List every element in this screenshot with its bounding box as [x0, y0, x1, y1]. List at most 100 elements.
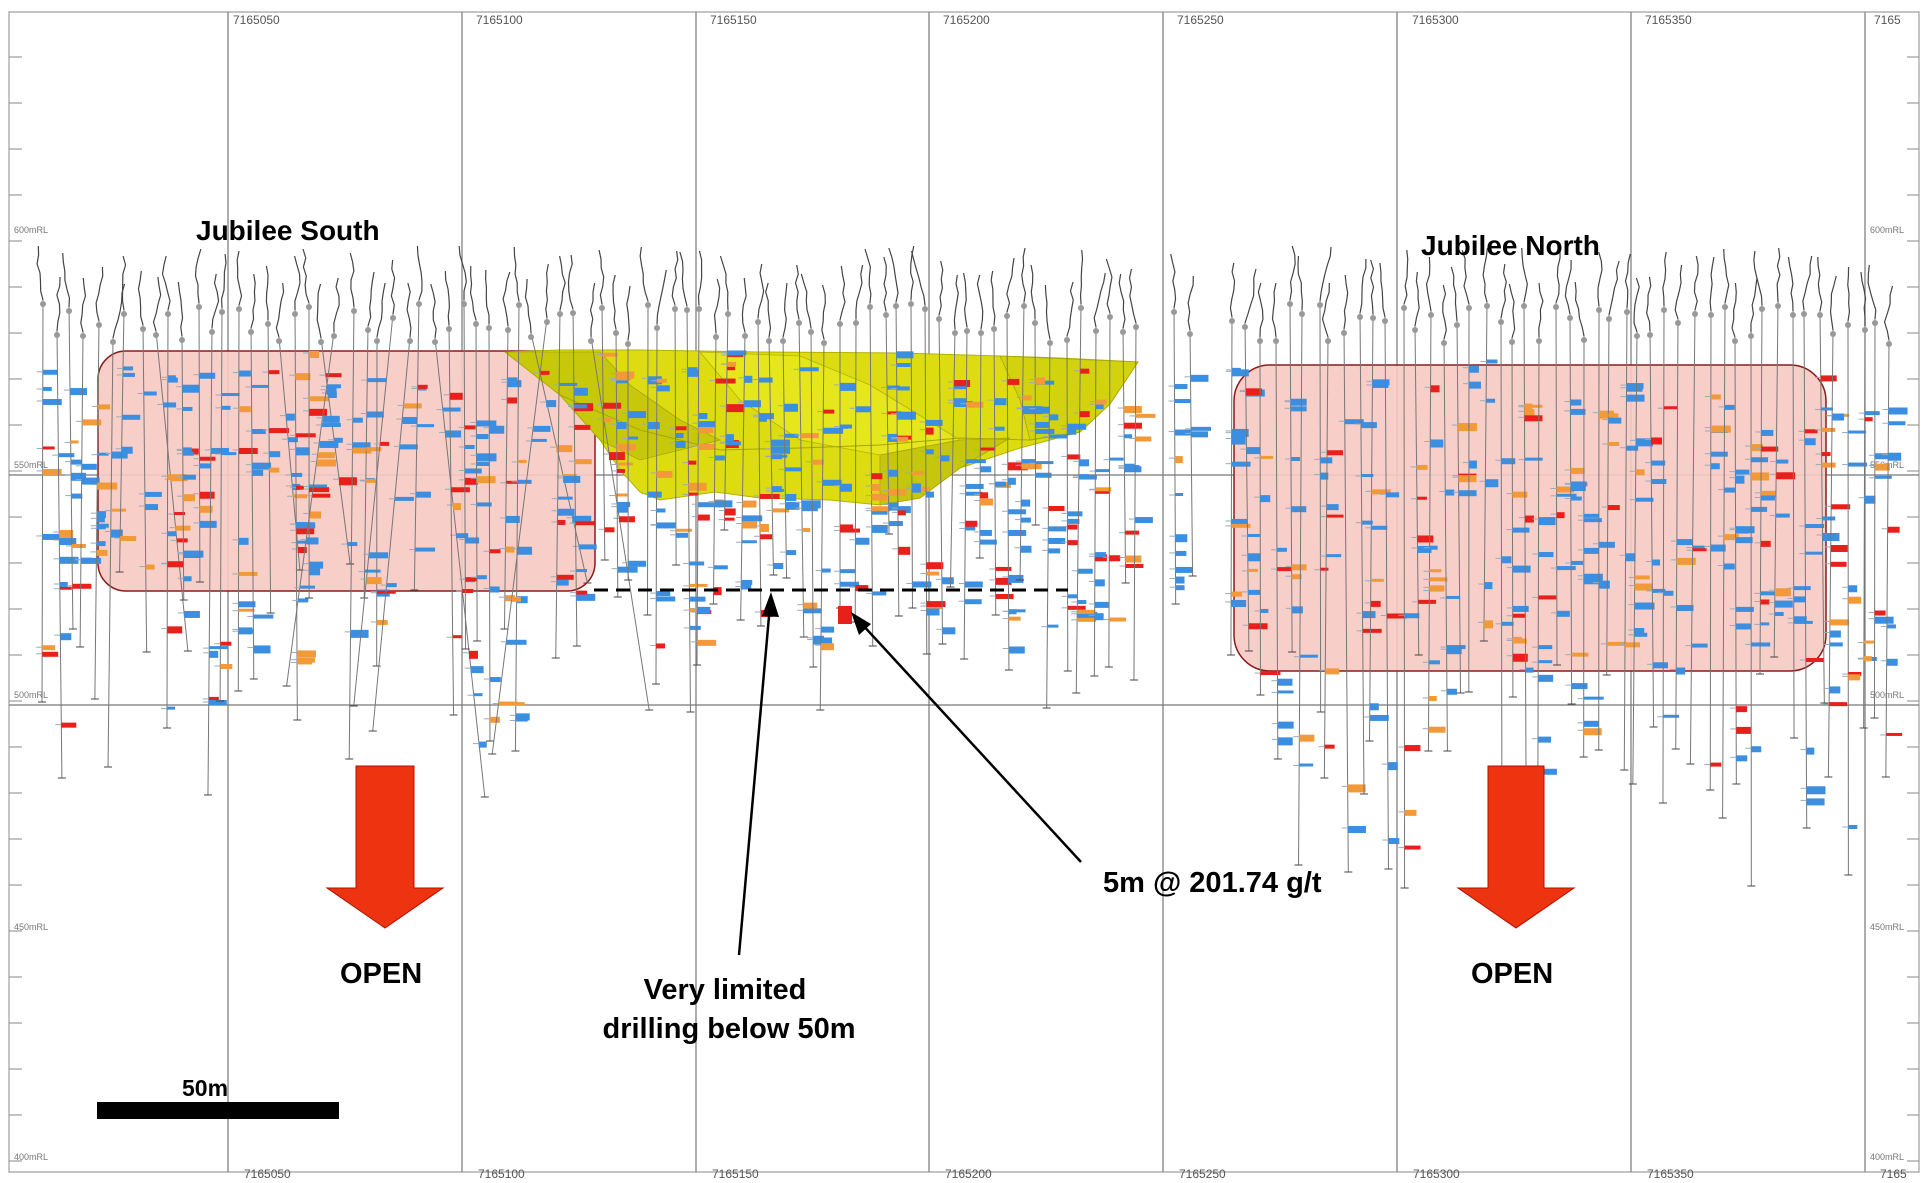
- drill-hole: [469, 265, 497, 642]
- drill-hole: [1338, 274, 1366, 873]
- drill-hole: [1041, 284, 1068, 709]
- open-arrow-south: [325, 765, 445, 929]
- drill-hole: [888, 247, 916, 617]
- drill-hole: [1867, 264, 1894, 719]
- drill-hole: [1685, 255, 1708, 765]
- easting-label: 7165250: [1177, 13, 1224, 27]
- drill-hole: [214, 253, 240, 702]
- drill-hole: [1478, 247, 1499, 642]
- callout-intercept: 5m @ 201.74 g/t: [1103, 867, 1322, 899]
- drill-hole: [368, 282, 422, 732]
- drill-hole: [202, 273, 229, 796]
- drill-hole: [764, 282, 791, 576]
- drill-hole: [1379, 262, 1407, 870]
- drill-hole: [814, 284, 844, 711]
- scale-bar-label: 50m: [182, 1075, 228, 1101]
- drill-hole: [1592, 251, 1615, 751]
- drill-hole: [488, 263, 551, 755]
- drill-hole: [1550, 249, 1577, 666]
- drill-hole: [864, 248, 891, 647]
- scale-bar: [97, 1102, 339, 1119]
- rl-labels: 600mRL 550mRL 500mRL 450mRL 400mRL 600mR…: [14, 225, 1904, 1162]
- drill-hole: [1506, 283, 1531, 698]
- drill-hole: [1729, 282, 1755, 785]
- drill-hole: [800, 273, 833, 668]
- drill-hole: [1061, 281, 1087, 672]
- drill-hole: [1410, 271, 1437, 656]
- drill-hole: [62, 252, 92, 630]
- drill-hole: [1318, 282, 1344, 779]
- drill-hole: [1314, 246, 1333, 713]
- rl-label-right: 600mRL: [1870, 225, 1904, 235]
- drill-hole: [498, 271, 522, 630]
- drill-hole: [232, 250, 258, 692]
- drill-hole: [650, 269, 676, 685]
- callout-limited-drilling-line2: drilling below 50m: [603, 1013, 856, 1045]
- drill-hole: [282, 277, 341, 687]
- zone-label-jubilee-south: Jubilee South: [196, 215, 380, 246]
- drill-hole: [1644, 276, 1668, 728]
- drill-hole: [443, 270, 470, 716]
- drill-hole: [1014, 247, 1043, 581]
- drill-hole: [344, 252, 372, 760]
- drill-hole: [245, 273, 274, 680]
- drill-hole: [1600, 260, 1627, 676]
- drill-hole: [114, 255, 141, 573]
- drill-hole: [777, 282, 802, 579]
- drill-hole: [669, 250, 692, 566]
- drill-hole: [1354, 258, 1382, 795]
- drill-hole: [1704, 256, 1731, 791]
- drill-hole: [1857, 271, 1880, 729]
- drill-holes: [36, 245, 1908, 889]
- drill-hole: [409, 245, 436, 591]
- drill-hole: [622, 285, 647, 581]
- easting-label: 7165350: [1647, 1167, 1694, 1181]
- drill-hole: [1842, 266, 1868, 876]
- rl-label-left: 400mRL: [14, 1152, 48, 1162]
- drill-hole: [1628, 277, 1655, 785]
- drill-hole: [1670, 264, 1696, 750]
- open-label-north: OPEN: [1471, 958, 1553, 990]
- drill-hole: [910, 250, 946, 655]
- drill-hole: [302, 248, 330, 599]
- drill-hole: [74, 277, 102, 648]
- drill-hole: [161, 255, 187, 729]
- drill-hole: [793, 264, 822, 638]
- drill-hole: [458, 245, 482, 650]
- easting-label: 7165: [1874, 13, 1901, 27]
- drill-hole: [1880, 285, 1908, 778]
- drill-hole: [1495, 263, 1516, 822]
- drill-hole: [1293, 255, 1318, 866]
- drill-hole: [1518, 247, 1543, 783]
- callout-arrow-limited-drilling: [737, 592, 779, 956]
- rl-label-right: 400mRL: [1870, 1152, 1904, 1162]
- callout-arrow-intercept: [851, 612, 1082, 863]
- drill-hole: [610, 274, 638, 598]
- easting-label: 7165300: [1413, 1167, 1460, 1181]
- drill-hole: [176, 281, 204, 601]
- rl-label-right: 450mRL: [1870, 922, 1904, 932]
- drill-hole: [1657, 251, 1680, 804]
- drill-hole: [1717, 248, 1739, 819]
- drill-hole: [1422, 256, 1448, 752]
- drill-hole: [973, 274, 997, 559]
- drill-hole: [1439, 284, 1466, 752]
- drill-hole: [1768, 247, 1796, 658]
- axis-ticks: [9, 11, 1919, 1173]
- drill-hole: [567, 254, 596, 647]
- drill-hole: [1753, 250, 1779, 675]
- rl-label-right: 500mRL: [1870, 690, 1904, 700]
- easting-label: 7165300: [1412, 13, 1459, 27]
- drill-hole: [1225, 262, 1251, 656]
- easting-labels-bottom: 7165050 7165100 7165150 7165200 7165250 …: [244, 1167, 1907, 1181]
- easting-label: 7165350: [1645, 13, 1692, 27]
- drill-hole: [834, 265, 861, 609]
- drill-hole: [1823, 275, 1851, 778]
- drill-hole: [1239, 268, 1268, 652]
- drill-hole: [137, 270, 162, 653]
- easting-label: 7165150: [710, 13, 757, 27]
- drill-hole: [358, 271, 387, 599]
- drill-hole: [1619, 253, 1645, 771]
- drill-hole: [1184, 275, 1212, 577]
- easting-label: 7165050: [233, 13, 280, 27]
